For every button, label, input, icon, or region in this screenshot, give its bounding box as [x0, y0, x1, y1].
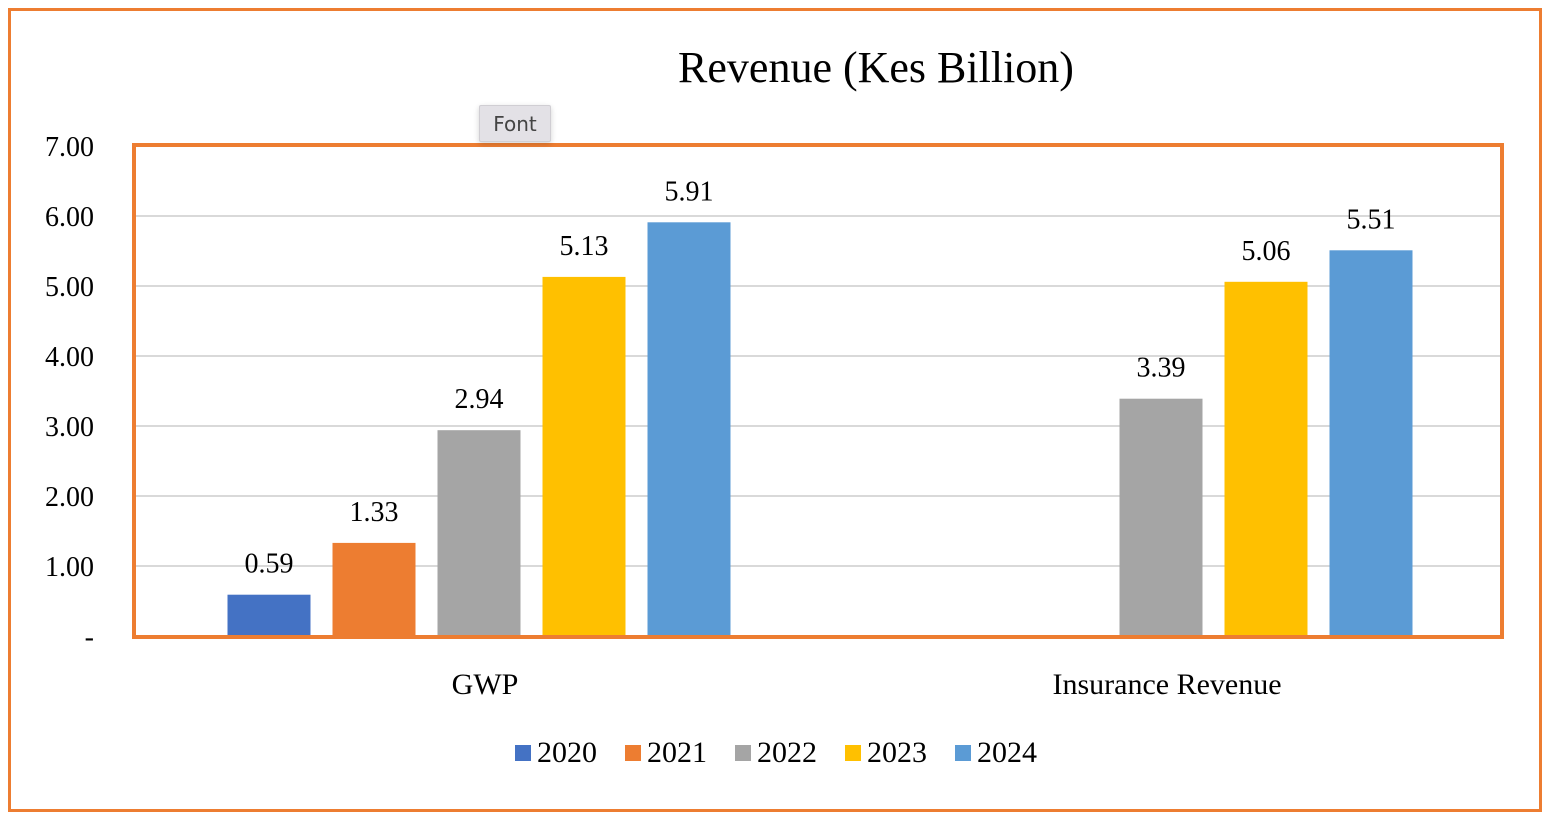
data-label: 1.33: [350, 497, 399, 528]
data-label: 2.94: [455, 384, 504, 415]
legend-swatch: [955, 745, 971, 761]
plot-area-frame: [132, 143, 1504, 639]
chart-frame: [8, 8, 1542, 812]
y-tick-label: 6.00: [45, 202, 94, 233]
bar-2024-gwp: [647, 222, 731, 637]
data-label: 0.59: [245, 549, 294, 580]
x-category-label: GWP: [452, 668, 519, 701]
legend-label: 2023: [867, 736, 927, 769]
bar-2021-gwp: [332, 542, 416, 636]
y-tick-label: 5.00: [45, 272, 94, 303]
data-label: 5.91: [665, 176, 714, 207]
legend-swatch: [845, 745, 861, 761]
legend-swatch: [625, 745, 641, 761]
legend-item-2020: 2020: [515, 736, 597, 770]
legend-label: 2024: [977, 736, 1037, 769]
legend-item-2021: 2021: [625, 736, 707, 770]
legend-swatch: [515, 745, 531, 761]
data-label: 5.06: [1242, 236, 1291, 267]
data-label: 5.13: [560, 231, 609, 262]
legend-swatch: [735, 745, 751, 761]
y-tick-label: -: [85, 622, 94, 653]
legend-item-2023: 2023: [845, 736, 927, 770]
bar-2024-insurance-revenue: [1329, 250, 1413, 637]
bar-2022-insurance-revenue: [1119, 398, 1203, 636]
font-tooltip: Font: [479, 105, 551, 142]
x-category-label: Insurance Revenue: [1052, 668, 1281, 701]
legend-label: 2021: [647, 736, 707, 769]
bar-2023-gwp: [542, 276, 626, 636]
y-tick-label: 1.00: [45, 552, 94, 583]
y-tick-label: 2.00: [45, 482, 94, 513]
legend-item-2022: 2022: [735, 736, 817, 770]
y-tick-label: 4.00: [45, 342, 94, 373]
bar-2023-insurance-revenue: [1224, 281, 1308, 636]
data-label: 3.39: [1137, 353, 1186, 384]
chart-title: Revenue (Kes Billion): [678, 43, 1074, 92]
legend-item-2024: 2024: [955, 736, 1037, 770]
chart-legend: 2020 2021 2022 2023 2024: [0, 736, 1552, 770]
bar-2020-gwp: [227, 594, 311, 636]
bar-2022-gwp: [437, 430, 521, 636]
y-tick-label: 7.00: [45, 132, 94, 163]
y-tick-label: 3.00: [45, 412, 94, 443]
legend-label: 2022: [757, 736, 817, 769]
legend-label: 2020: [537, 736, 597, 769]
data-label: 5.51: [1347, 204, 1396, 235]
